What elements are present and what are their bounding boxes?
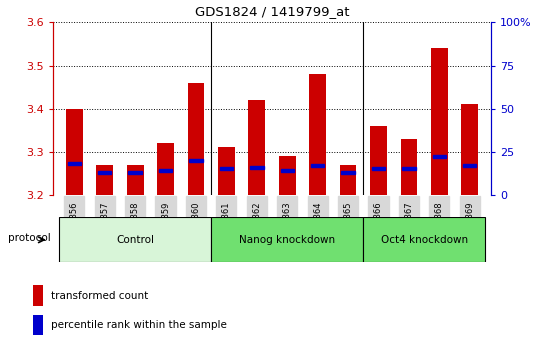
Bar — [187, 83, 204, 195]
Bar — [211, 217, 363, 262]
Bar — [372, 167, 385, 170]
Bar — [97, 165, 113, 195]
Bar — [159, 169, 172, 172]
Text: percentile rank within the sample: percentile rank within the sample — [51, 320, 227, 330]
Text: Oct4 knockdown: Oct4 knockdown — [381, 235, 468, 245]
Bar — [341, 171, 355, 174]
Bar — [33, 315, 43, 335]
Bar — [127, 165, 143, 195]
Bar — [220, 167, 233, 170]
Bar — [401, 139, 417, 195]
Title: GDS1824 / 1419799_at: GDS1824 / 1419799_at — [195, 6, 349, 19]
Bar — [402, 167, 416, 170]
Bar — [281, 169, 294, 172]
Bar — [248, 100, 265, 195]
Bar — [309, 74, 326, 195]
Bar — [250, 166, 263, 169]
Bar — [463, 164, 477, 167]
Bar — [66, 109, 83, 195]
Bar — [33, 285, 43, 306]
Bar — [98, 171, 112, 174]
Bar — [218, 147, 235, 195]
Bar — [431, 48, 448, 195]
Bar — [279, 156, 296, 195]
Bar — [432, 155, 446, 158]
Bar — [340, 165, 357, 195]
Bar — [363, 217, 485, 262]
Bar — [311, 164, 324, 167]
Bar — [68, 162, 81, 165]
Bar — [461, 104, 478, 195]
Text: protocol: protocol — [8, 233, 51, 243]
Text: Nanog knockdown: Nanog knockdown — [239, 235, 335, 245]
Bar — [128, 171, 142, 174]
Bar — [370, 126, 387, 195]
Text: Control: Control — [116, 235, 154, 245]
Text: transformed count: transformed count — [51, 291, 148, 301]
Bar — [157, 143, 174, 195]
Bar — [59, 217, 211, 262]
Bar — [189, 159, 203, 162]
